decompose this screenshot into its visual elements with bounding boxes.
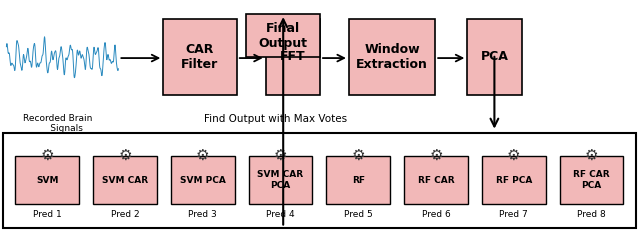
Text: Pred 1: Pred 1 <box>33 210 61 219</box>
FancyBboxPatch shape <box>349 19 435 95</box>
FancyBboxPatch shape <box>15 156 79 204</box>
Text: ⚙: ⚙ <box>507 148 520 163</box>
Text: FFT: FFT <box>280 50 306 63</box>
Text: SVM: SVM <box>36 176 58 185</box>
FancyBboxPatch shape <box>248 156 312 204</box>
FancyBboxPatch shape <box>3 133 636 228</box>
FancyBboxPatch shape <box>171 156 235 204</box>
Text: RF: RF <box>352 176 365 185</box>
FancyBboxPatch shape <box>482 156 546 204</box>
Text: CAR
Filter: CAR Filter <box>181 43 219 71</box>
Text: Final
Output: Final Output <box>259 22 308 50</box>
Text: Pred 8: Pred 8 <box>577 210 606 219</box>
Text: Pred 4: Pred 4 <box>266 210 295 219</box>
Text: Pred 2: Pred 2 <box>111 210 140 219</box>
FancyBboxPatch shape <box>163 19 237 95</box>
FancyBboxPatch shape <box>326 156 390 204</box>
Text: Pred 5: Pred 5 <box>344 210 372 219</box>
Text: SVM CAR
PCA: SVM CAR PCA <box>257 170 303 190</box>
FancyBboxPatch shape <box>559 156 623 204</box>
FancyBboxPatch shape <box>246 14 320 57</box>
Text: Pred 6: Pred 6 <box>422 210 451 219</box>
Text: RF PCA: RF PCA <box>495 176 532 185</box>
FancyBboxPatch shape <box>404 156 468 204</box>
Text: Recorded Brain
      Signals: Recorded Brain Signals <box>23 114 92 133</box>
FancyBboxPatch shape <box>93 156 157 204</box>
Text: ⚙: ⚙ <box>40 148 54 163</box>
Text: ⚙: ⚙ <box>351 148 365 163</box>
Text: ⚙: ⚙ <box>429 148 443 163</box>
Text: SVM PCA: SVM PCA <box>180 176 226 185</box>
FancyBboxPatch shape <box>266 19 320 95</box>
FancyBboxPatch shape <box>467 19 522 95</box>
Text: ⚙: ⚙ <box>118 148 132 163</box>
Text: Window
Extraction: Window Extraction <box>356 43 428 71</box>
Text: Pred 3: Pred 3 <box>188 210 217 219</box>
Text: SVM CAR: SVM CAR <box>102 176 148 185</box>
Text: RF CAR
PCA: RF CAR PCA <box>573 170 610 190</box>
Text: RF CAR: RF CAR <box>418 176 454 185</box>
Text: ⚙: ⚙ <box>196 148 209 163</box>
Text: ⚙: ⚙ <box>585 148 598 163</box>
Text: Find Output with Max Votes: Find Output with Max Votes <box>204 114 347 123</box>
Text: PCA: PCA <box>481 50 508 63</box>
Text: ⚙: ⚙ <box>274 148 287 163</box>
Text: Pred 7: Pred 7 <box>499 210 528 219</box>
